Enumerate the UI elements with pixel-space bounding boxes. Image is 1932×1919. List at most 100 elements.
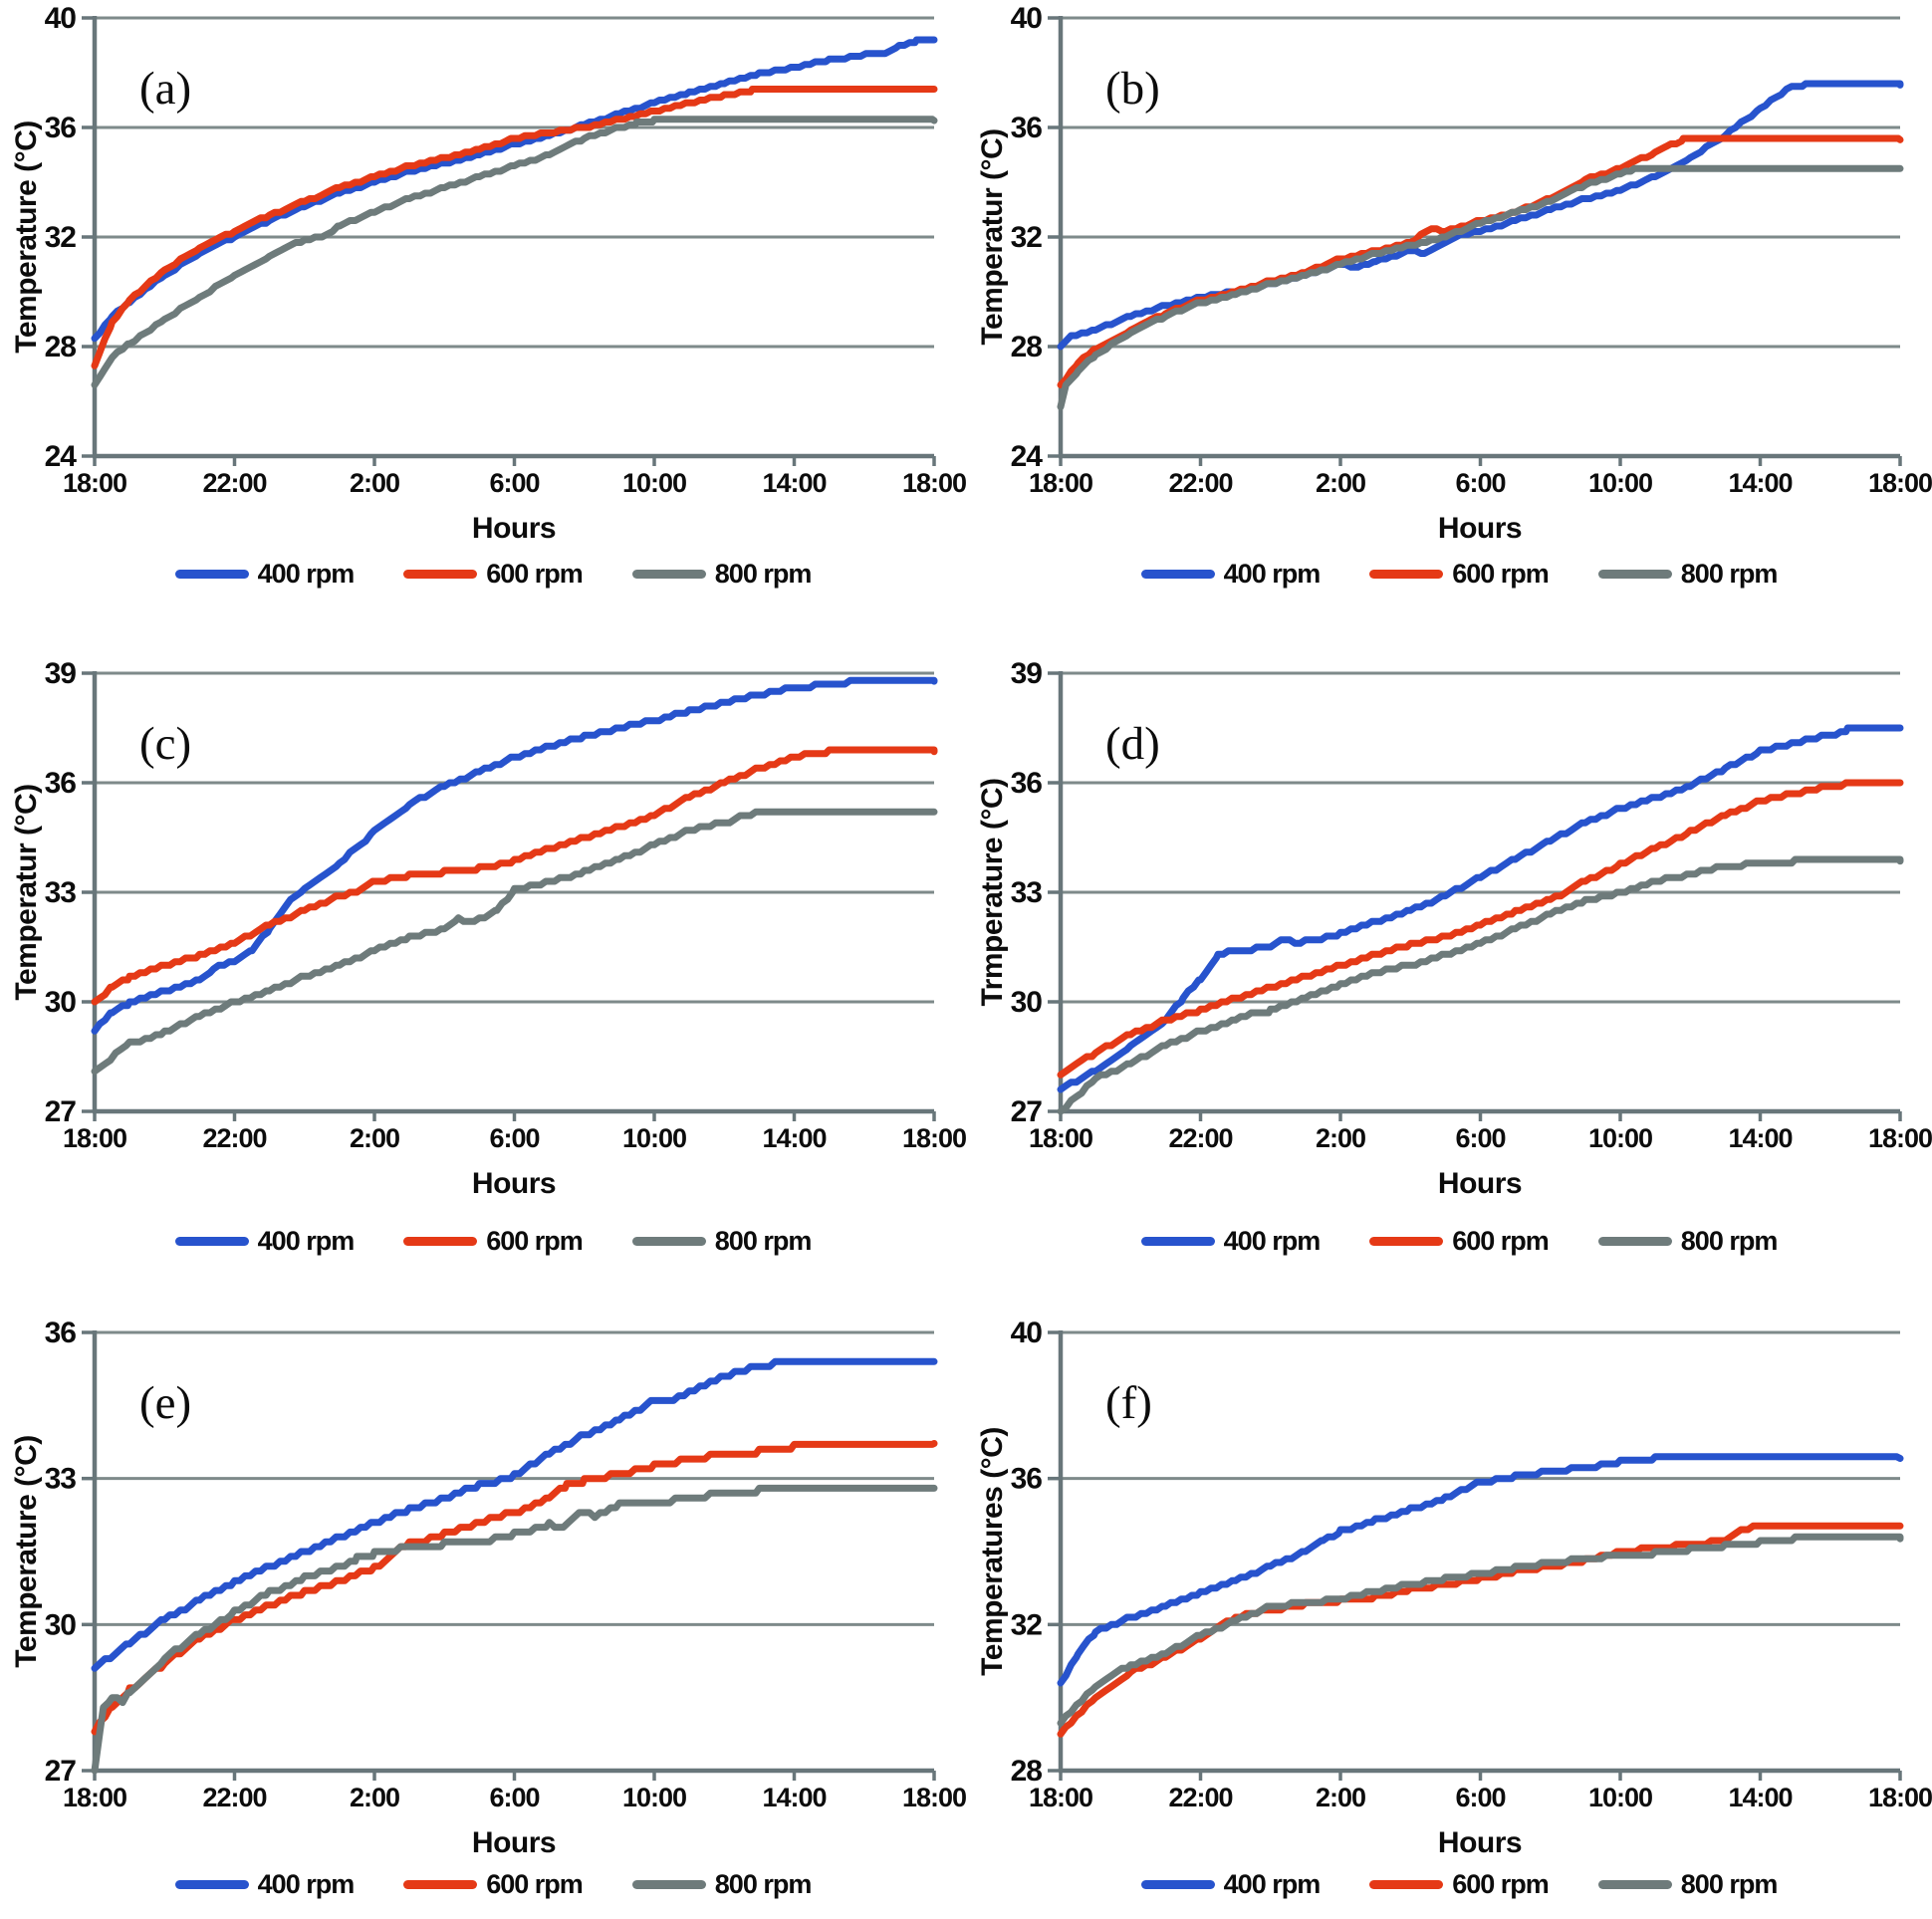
legend-swatch-800rpm [631,569,706,579]
series-line-400rpm [1057,724,1904,1093]
legend-item-800rpm: 800 rpm [1597,1868,1779,1900]
chart-c: 27 30 33 36 39 18:00 22:00 2:00 6:00 10:00 14:00 18… [10,657,966,1198]
legend-d: 400 rpm 600 rpm 800 rpm [966,1223,1932,1259]
y-tick-label: 27 [1011,1095,1043,1128]
x-tick-label: 18:00 [1029,468,1092,498]
x-axis-title: Hours [1438,1167,1522,1198]
y-tick-label: 39 [1011,657,1043,690]
legend-label-800rpm: 800 rpm [714,1225,813,1256]
legend-label-600rpm: 600 rpm [1452,1225,1550,1256]
series-line-800rpm [1057,164,1904,410]
x-tick-label: 2:00 [1316,1123,1365,1153]
legend-label-600rpm: 600 rpm [486,1868,584,1899]
panel-letter: (b) [1105,63,1160,115]
x-tick-label: 14:00 [1728,1123,1792,1153]
y-tick-label: 32 [45,221,77,254]
y-tick-label: 40 [1011,1317,1043,1349]
legend-label-400rpm: 400 rpm [1223,1868,1322,1899]
panel-letter: (a) [139,63,191,115]
x-tick-label: 22:00 [202,468,266,498]
legend-label-400rpm: 400 rpm [257,1225,356,1256]
legend-swatch-400rpm [1140,569,1215,579]
legend-item-800rpm: 800 rpm [631,1868,813,1900]
x-tick-label: 6:00 [489,1783,539,1812]
x-tick-label: 2:00 [350,1783,399,1812]
x-tick-label: 18:00 [902,1123,966,1153]
legend-item-600rpm: 600 rpm [403,1225,584,1257]
legend-swatch-800rpm [631,1879,706,1889]
legend-swatch-400rpm [174,569,249,579]
x-tick-label: 2:00 [1316,468,1365,498]
y-axis-title: Temperatur (°C) [10,784,43,1000]
legend-label-600rpm: 600 rpm [1452,558,1550,589]
legend-item-800rpm: 800 rpm [1597,558,1779,590]
plot-area-d: 27 30 33 36 39 18:00 22:00 2:00 6:00 10:00 14:00 18… [1011,657,1932,1153]
legend-item-600rpm: 600 rpm [1369,558,1550,590]
y-tick-label: 30 [45,1608,77,1641]
x-tick-label: 10:00 [622,1783,686,1812]
legend-item-600rpm: 600 rpm [1369,1225,1550,1257]
legend-a: 400 rpm 600 rpm 800 rpm [0,556,966,592]
plot-area-b: 24 28 32 36 40 18:00 22:00 2:00 6:00 10:00 14:00 18… [1011,2,1932,498]
legend-swatch-400rpm [1140,1879,1215,1889]
x-tick-label: 6:00 [1455,468,1505,498]
legend-label-800rpm: 800 rpm [714,558,813,589]
panel-letter: (d) [1105,718,1160,770]
plot-area-e: 27 30 33 36 18:00 22:00 2:00 6:00 10:00 14:00 18:0… [45,1317,966,1812]
legend-swatch-600rpm [403,569,478,579]
x-tick-label: 18:00 [63,468,126,498]
y-axis-title: Temperature (°C) [10,1435,43,1667]
series-line-600rpm [1057,779,1904,1079]
y-axis-title: Temperatur (°C) [976,128,1009,345]
plot-area-c: 27 30 33 36 39 18:00 22:00 2:00 6:00 10:00 14:00 18… [45,657,966,1153]
y-tick-label: 27 [45,1755,77,1788]
y-tick-label: 28 [1011,1755,1043,1788]
x-tick-label: 10:00 [622,1123,686,1153]
y-tick-label: 40 [45,2,77,35]
legend-label-800rpm: 800 rpm [1680,1868,1779,1899]
legend-item-600rpm: 600 rpm [403,1868,584,1900]
x-axis-title: Hours [472,1826,556,1857]
legend-item-800rpm: 800 rpm [631,1225,813,1257]
y-tick-label: 39 [45,657,77,690]
x-tick-label: 18:00 [1029,1783,1092,1812]
x-tick-label: 10:00 [1588,468,1652,498]
chart-panel-f: 28 32 36 40 18:00 22:00 2:00 6:00 10:00 14:00 18:0… [966,1295,1932,1919]
series-line-400rpm [91,676,938,1035]
legend-swatch-600rpm [1369,1879,1444,1889]
legend-item-400rpm: 400 rpm [174,1225,356,1257]
y-tick-label: 33 [1011,876,1043,909]
series-line-600rpm [91,1440,938,1736]
legend-item-800rpm: 800 rpm [1597,1225,1779,1257]
legend-label-800rpm: 800 rpm [1680,558,1779,589]
legend-item-400rpm: 400 rpm [1140,559,1321,590]
series-line-600rpm [1057,1522,1904,1738]
x-tick-label: 22:00 [1168,1123,1232,1153]
plot-area-f: 28 32 36 40 18:00 22:00 2:00 6:00 10:00 14:00 18:0… [1011,1317,1932,1812]
chart-panel-d: 27 30 33 36 39 18:00 22:00 2:00 6:00 10:00 14:00 18… [966,629,1932,1295]
series-line-800rpm [91,116,938,388]
y-tick-label: 32 [1011,221,1043,254]
y-tick-label: 40 [1011,2,1043,35]
x-tick-label: 14:00 [1728,468,1792,498]
x-tick-label: 6:00 [489,1123,539,1153]
y-tick-label: 36 [1011,767,1043,800]
legend-label-600rpm: 600 rpm [486,1225,584,1256]
y-tick-label: 36 [1011,112,1043,144]
y-axis-title: Temperatures (°C) [976,1427,1009,1676]
legend-swatch-600rpm [403,1879,478,1889]
legend-item-800rpm: 800 rpm [631,558,813,590]
x-axis-title: Hours [472,1167,556,1198]
x-tick-label: 18:00 [902,468,966,498]
x-axis-title: Hours [472,512,556,543]
legend-label-800rpm: 800 rpm [714,1868,813,1899]
legend-item-400rpm: 400 rpm [174,1869,355,1900]
legend-label-600rpm: 600 rpm [1452,1868,1550,1899]
y-tick-label: 36 [45,1317,77,1349]
legend-label-800rpm: 800 rpm [1680,1225,1779,1256]
y-tick-label: 28 [45,331,77,363]
legend-swatch-800rpm [1597,1879,1672,1889]
y-tick-label: 27 [45,1095,77,1128]
y-tick-label: 28 [1011,331,1043,363]
y-tick-label: 24 [45,440,78,473]
